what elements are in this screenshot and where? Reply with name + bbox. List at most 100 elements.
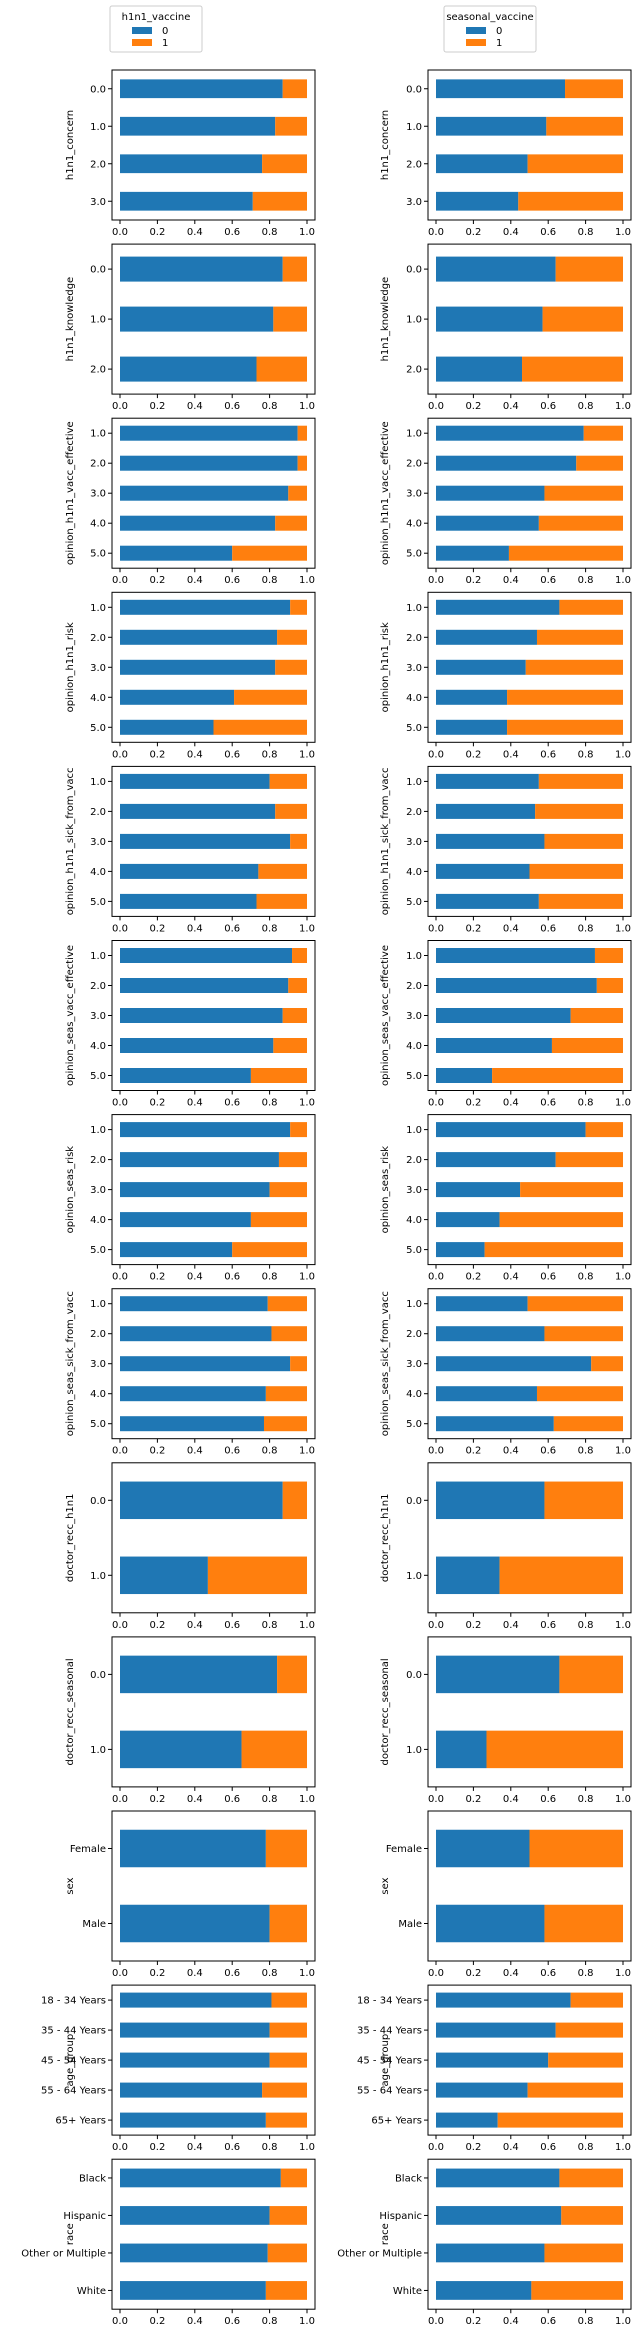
bar-1	[265, 2281, 307, 2300]
x-tick-label: 0.8	[262, 749, 278, 760]
bar-0	[436, 659, 526, 675]
y-tick-label: 1.0	[90, 1125, 106, 1136]
axes-frame	[427, 765, 632, 917]
bar-1	[241, 1730, 307, 1769]
legend-swatch-1	[132, 39, 152, 46]
x-tick-label: 0.6	[224, 575, 240, 586]
y-tick-label: 5.0	[90, 723, 106, 734]
x-tick-label: 0.4	[187, 923, 203, 934]
y-tick-label: 2.0	[90, 1329, 106, 1340]
y-tick-label: 55 - 64 Years	[357, 2086, 422, 2097]
y-axis-label: opinion_h1n1_vacc_effective	[65, 421, 76, 565]
subplot-h1n1_concern-h1n1: 0.0 1.0 2.0 3.0 0.0 0.2 0.4 0.6 0.8 1.0 h1n1_conce…	[65, 69, 316, 238]
y-tick-label: 1.0	[90, 777, 106, 788]
legend-swatch-0	[132, 27, 152, 34]
bar-0	[120, 833, 291, 849]
bar-0	[436, 629, 537, 645]
y-tick-label: 3.0	[406, 1011, 422, 1022]
bar-0	[436, 1038, 552, 1053]
bar-0	[436, 306, 543, 332]
bar-1	[565, 79, 623, 99]
bar-1	[271, 1992, 307, 2008]
x-tick-label: 0.2	[465, 749, 481, 760]
bar-0	[120, 1829, 266, 1868]
bar-0	[120, 306, 274, 332]
bar-1	[548, 2052, 623, 2068]
x-tick-label: 0.0	[428, 923, 444, 934]
bar-0	[436, 2082, 528, 2098]
bar-0	[436, 2022, 556, 2038]
axes-frame	[111, 1288, 316, 1440]
bar-1	[535, 803, 623, 819]
bar-1	[497, 2112, 623, 2128]
axes-frame	[111, 591, 316, 743]
bar-1	[262, 2082, 307, 2098]
y-tick-label: 2.0	[90, 633, 106, 644]
bar-0	[120, 1152, 279, 1168]
y-tick-label: 2.0	[406, 633, 422, 644]
x-tick-label: 0.6	[540, 1794, 556, 1805]
axes-frame	[427, 243, 632, 395]
x-tick-label: 0.4	[503, 1794, 519, 1805]
bar-0	[120, 2112, 266, 2128]
y-tick-label: 5.0	[406, 723, 422, 734]
x-tick-label: 0.0	[428, 1098, 444, 1109]
y-axis-label: doctor_recc_h1n1	[380, 1494, 391, 1583]
bar-0	[436, 1212, 500, 1228]
bar-1	[250, 1068, 307, 1083]
bar-1	[269, 2052, 307, 2068]
x-tick-label: 0.0	[428, 749, 444, 760]
bar-0	[120, 1212, 251, 1228]
bar-0	[120, 1242, 233, 1258]
bar-1	[278, 1152, 307, 1168]
y-tick-label: 2.0	[90, 365, 106, 376]
bar-0	[436, 2243, 545, 2263]
bar-0	[120, 1481, 283, 1520]
bar-1	[553, 1416, 623, 1432]
bar-0	[120, 1386, 266, 1402]
bar-1	[555, 1152, 623, 1168]
bar-1	[555, 256, 623, 282]
x-tick-label: 1.0	[299, 2142, 315, 2153]
bar-0	[120, 356, 257, 382]
y-tick-label: 2.0	[406, 1155, 422, 1166]
y-tick-label: 1.0	[406, 429, 422, 440]
bar-1	[544, 833, 623, 849]
y-tick-label: 3.0	[90, 1011, 106, 1022]
bar-0	[436, 1904, 545, 1943]
bar-1	[275, 659, 307, 675]
bar-1	[529, 863, 623, 879]
x-tick-label: 1.0	[615, 1620, 631, 1631]
x-tick-label: 1.0	[299, 1968, 315, 1979]
x-tick-label: 0.4	[503, 1446, 519, 1457]
x-tick-label: 0.0	[428, 227, 444, 238]
x-tick-label: 0.4	[187, 401, 203, 412]
y-tick-label: 18 - 34 Years	[357, 1996, 422, 2007]
bar-1	[538, 773, 623, 789]
x-tick-label: 0.6	[224, 1620, 240, 1631]
legend-entry-0: 0	[496, 26, 502, 37]
x-tick-label: 0.4	[187, 1272, 203, 1283]
bar-1	[288, 978, 307, 993]
x-tick-label: 0.2	[465, 575, 481, 586]
y-tick-label: 55 - 64 Years	[41, 2086, 106, 2097]
bar-0	[436, 256, 556, 282]
y-tick-label: 1.0	[90, 1571, 106, 1582]
x-tick-label: 0.8	[578, 1446, 594, 1457]
bar-1	[561, 2206, 623, 2225]
bar-1	[525, 659, 623, 675]
x-tick-label: 0.6	[224, 749, 240, 760]
subplot-race-h1n1: Black Hispanic Other or Multiple White 0.0 0.…	[21, 2158, 316, 2327]
y-tick-label: Hispanic	[63, 2211, 106, 2222]
y-tick-label: 1.0	[90, 1745, 106, 1756]
bar-0	[120, 2052, 270, 2068]
bar-1	[271, 1326, 307, 1342]
bar-0	[436, 1008, 571, 1023]
y-tick-label: 3.0	[406, 837, 422, 848]
bar-1	[527, 1296, 623, 1312]
y-tick-label: 65+ Years	[371, 2116, 422, 2127]
y-tick-label: 4.0	[406, 1041, 422, 1052]
bar-1	[499, 1556, 623, 1595]
x-tick-label: 0.6	[540, 923, 556, 934]
